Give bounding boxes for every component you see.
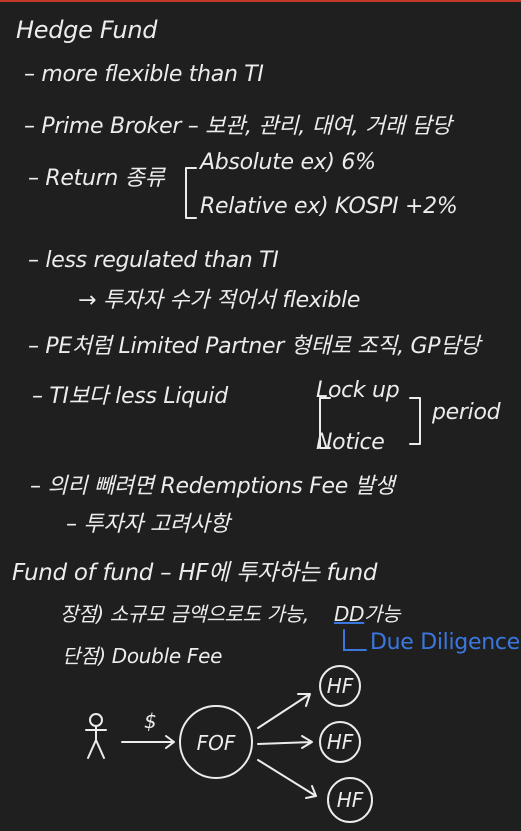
- money-arrow: [121, 735, 175, 749]
- note-line-less-liquid: – TI보다 less Liquid: [32, 384, 228, 409]
- top-accent-bar: [0, 0, 521, 2]
- fof-disadvantage: 단점) Double Fee: [62, 644, 223, 668]
- due-diligence-annotation: Due Diligence: [370, 630, 520, 655]
- return-absolute: Absolute ex) 6%: [200, 150, 376, 175]
- liquidity-period: period: [432, 400, 501, 425]
- note-line-return-types: – Return 종류: [28, 166, 165, 191]
- hf-node-3: [327, 777, 373, 823]
- note-line-less-regulated: – less regulated than TI: [28, 248, 279, 273]
- fof-dd-possible: 가능: [364, 602, 401, 626]
- note-line-redemption-fee: – 의리 빼려면 Redemptions Fee 발생: [30, 474, 395, 499]
- fof-dd: DD: [334, 602, 365, 626]
- fof-advantage: 장점) 소규모 금액으로도 가능,: [60, 602, 309, 626]
- hf-node-1: [319, 665, 361, 707]
- liquidity-right-bracket: [409, 397, 421, 445]
- hf-node-2: [319, 721, 361, 763]
- note-line-limited-partner: – PE처럼 Limited Partner 형태로 조직, GP담당: [28, 334, 481, 359]
- fof-label: FOF: [197, 731, 236, 755]
- hf-label-3: HF: [337, 788, 364, 812]
- note-line-few-investors: → 투자자 수가 적어서 flexible: [78, 288, 361, 313]
- fund-of-fund-heading: Fund of fund – HF에 투자하는 fund: [12, 560, 378, 586]
- liquidity-notice: Notice: [316, 430, 385, 455]
- arrow-to-hf-2: [257, 735, 313, 749]
- note-line-prime-broker: – Prime Broker – 보관, 관리, 대여, 거래 담당: [24, 114, 452, 139]
- arrow-to-hf-3: [257, 759, 317, 799]
- note-line-flexible: – more flexible than TI: [24, 62, 264, 87]
- hf-label-1: HF: [327, 674, 354, 698]
- page-title: Hedge Fund: [16, 16, 158, 44]
- liquidity-lockup: Lock up: [316, 378, 400, 403]
- fof-node: [179, 705, 253, 779]
- money-symbol: $: [144, 709, 157, 733]
- investor-person-icon: [85, 713, 107, 759]
- return-bracket: [185, 167, 197, 219]
- due-diligence-hook: [343, 629, 367, 651]
- note-line-investor-considerations: – 투자자 고려사항: [66, 512, 230, 537]
- hf-label-2: HF: [327, 730, 354, 754]
- return-relative: Relative ex) KOSPI +2%: [200, 194, 458, 219]
- liquidity-left-bracket: [319, 397, 331, 449]
- arrow-to-hf-1: [257, 693, 311, 729]
